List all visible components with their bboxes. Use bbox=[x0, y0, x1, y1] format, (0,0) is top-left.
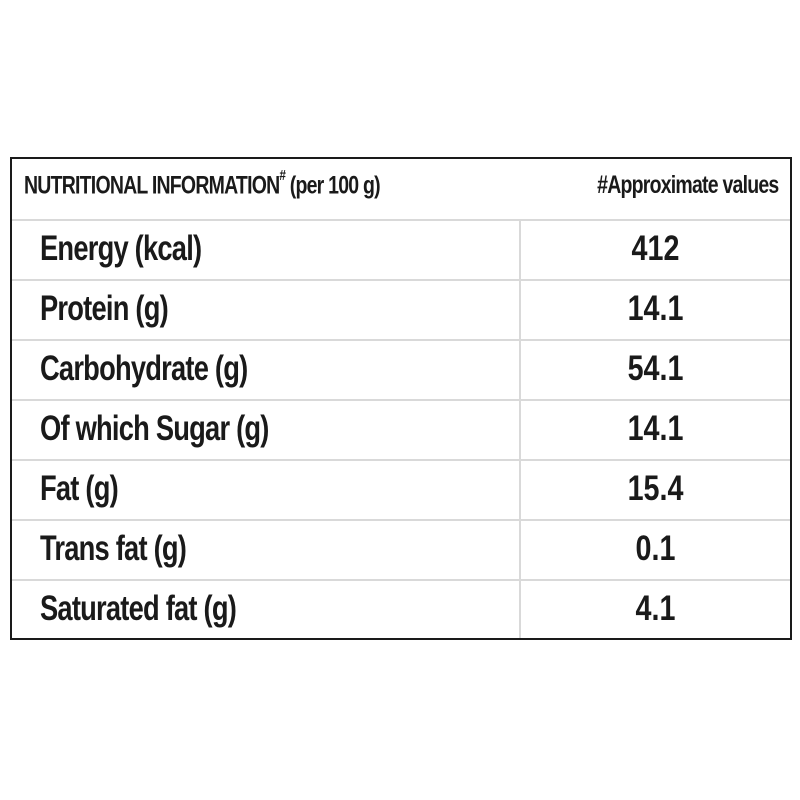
title-footnote-mark: # bbox=[279, 167, 286, 184]
approximate-values-note: #Approximate values bbox=[596, 171, 779, 199]
nutrient-value: 14.1 bbox=[627, 289, 684, 328]
nutrient-label: Fat (g) bbox=[40, 469, 119, 508]
table-title-text: NUTRITIONAL INFORMATION bbox=[24, 171, 280, 200]
nutrient-label: Saturated fat (g) bbox=[40, 589, 237, 628]
table-basis: (per 100 g) bbox=[289, 171, 381, 200]
table-row: Saturated fat (g) 4.1 bbox=[12, 581, 790, 641]
nutrient-label: Trans fat (g) bbox=[40, 529, 187, 568]
nutrient-label: Carbohydrate (g) bbox=[40, 349, 248, 388]
nutrient-value: 14.1 bbox=[627, 409, 684, 448]
table-row: Protein (g) 14.1 bbox=[12, 281, 790, 341]
nutrient-label: Of which Sugar (g) bbox=[40, 409, 269, 448]
column-divider bbox=[519, 221, 521, 638]
nutrient-label: Energy (kcal) bbox=[40, 229, 202, 268]
nutrition-table: NUTRITIONAL INFORMATION# (per 100 g) #Ap… bbox=[10, 157, 792, 640]
nutrient-value: 0.1 bbox=[635, 529, 676, 568]
table-row: Carbohydrate (g) 54.1 bbox=[12, 341, 790, 401]
nutrient-value: 412 bbox=[631, 229, 680, 268]
table-row: Energy (kcal) 412 bbox=[12, 221, 790, 281]
table-header-row: NUTRITIONAL INFORMATION# (per 100 g) #Ap… bbox=[12, 159, 790, 221]
nutrient-value: 15.4 bbox=[627, 469, 684, 508]
table-title: NUTRITIONAL INFORMATION# (per 100 g) bbox=[24, 167, 381, 200]
table-row: Of which Sugar (g) 14.1 bbox=[12, 401, 790, 461]
table-row: Trans fat (g) 0.1 bbox=[12, 521, 790, 581]
nutrient-value: 4.1 bbox=[635, 589, 676, 628]
nutrient-label: Protein (g) bbox=[40, 289, 169, 328]
table-row: Fat (g) 15.4 bbox=[12, 461, 790, 521]
nutrient-value: 54.1 bbox=[627, 349, 684, 388]
